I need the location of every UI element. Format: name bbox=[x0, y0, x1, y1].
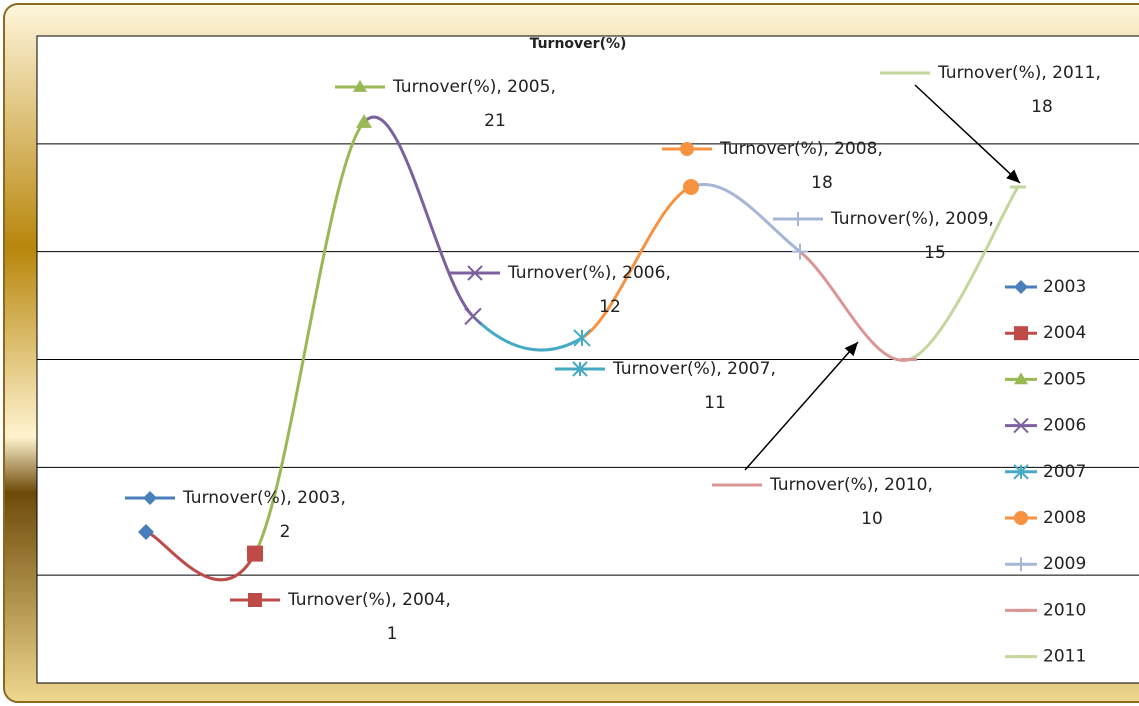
legend-label: 2004 bbox=[1043, 323, 1086, 343]
data-label: Turnover(%), 2004, 1 bbox=[287, 590, 451, 644]
marker bbox=[138, 524, 154, 541]
marker bbox=[143, 491, 157, 505]
line-segment bbox=[690, 183, 801, 253]
line-segment bbox=[908, 186, 1020, 361]
line-segment bbox=[799, 250, 910, 362]
marker bbox=[1013, 417, 1029, 434]
marker bbox=[356, 114, 372, 128]
chart-title: Turnover(%) bbox=[530, 36, 627, 52]
legend-label: 2009 bbox=[1043, 554, 1086, 574]
data-label: Turnover(%), 2006, 12 bbox=[507, 263, 671, 317]
marker bbox=[464, 307, 482, 326]
marker bbox=[792, 243, 808, 260]
data-label: Turnover(%), 2005, 21 bbox=[392, 77, 556, 131]
legend-label: 2003 bbox=[1043, 277, 1086, 297]
legend-label: 2005 bbox=[1043, 369, 1086, 389]
marker bbox=[791, 212, 805, 226]
data-label: Turnover(%), 2007, 11 bbox=[612, 359, 776, 413]
data-label: Turnover(%), 2008, 18 bbox=[719, 139, 883, 193]
marker bbox=[1014, 326, 1028, 341]
legend-label: 2010 bbox=[1043, 600, 1086, 620]
arrow bbox=[914, 84, 1021, 184]
marker bbox=[1014, 557, 1028, 572]
data-label: Turnover(%), 2003, 2 bbox=[182, 488, 346, 542]
marker bbox=[1013, 464, 1029, 480]
legend-label: 2007 bbox=[1043, 462, 1086, 482]
line-segment bbox=[362, 115, 475, 318]
line-segment bbox=[581, 185, 692, 340]
line-segment bbox=[471, 315, 583, 352]
marker bbox=[572, 361, 588, 377]
marker bbox=[680, 142, 694, 156]
marker bbox=[683, 178, 699, 195]
marker bbox=[353, 80, 367, 92]
marker bbox=[1014, 372, 1028, 385]
marker bbox=[247, 545, 263, 562]
line-segment bbox=[145, 530, 257, 582]
marker bbox=[1014, 280, 1028, 294]
marker bbox=[467, 265, 483, 281]
legend-label: 2006 bbox=[1043, 416, 1086, 436]
data-label: Turnover(%), 2010, 10 bbox=[769, 475, 933, 529]
legend-label: 2011 bbox=[1043, 647, 1086, 667]
legend-label: 2008 bbox=[1043, 508, 1086, 528]
marker bbox=[573, 329, 591, 347]
data-label: Turnover(%), 2011, 18 bbox=[937, 63, 1101, 117]
arrow bbox=[744, 341, 859, 471]
line-segment bbox=[253, 121, 366, 555]
data-label: Turnover(%), 2009, 15 bbox=[830, 209, 994, 263]
marker bbox=[248, 593, 262, 607]
marker bbox=[1014, 511, 1028, 525]
